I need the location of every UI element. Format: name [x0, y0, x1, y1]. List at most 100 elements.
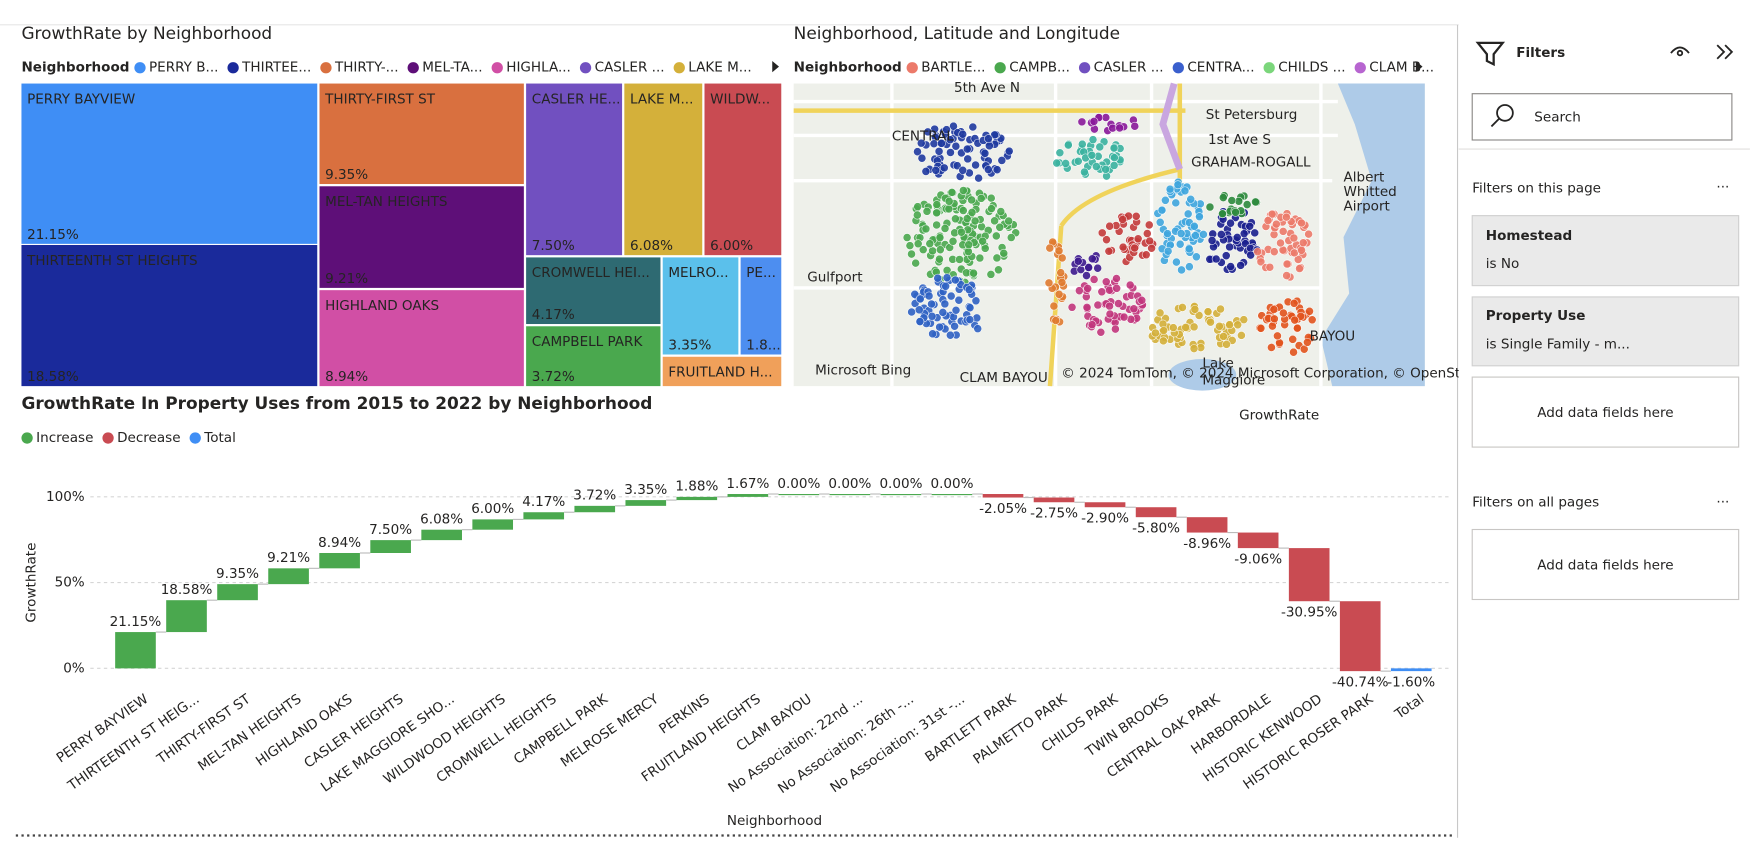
search-icon: [1496, 104, 1514, 122]
map-point: [1159, 336, 1168, 346]
map-point: [978, 236, 987, 246]
data-label: 0.00%: [879, 476, 922, 492]
legend-next[interactable]: [772, 60, 780, 73]
map[interactable]: 5th Ave N St Petersburg CENTRAL 1st Ave S GR…: [793, 80, 1560, 391]
map-point: [905, 241, 915, 250]
legend-label: CASLER ...: [595, 60, 665, 76]
map-point: [987, 204, 996, 213]
tile-value: 3.35%: [668, 337, 711, 353]
map-point: [1268, 321, 1277, 331]
waterfall-bar: [1084, 502, 1126, 508]
map-point: [1195, 212, 1204, 221]
map-point: [1250, 228, 1260, 238]
map-point: [1273, 331, 1282, 341]
data-label: 1.67%: [726, 476, 769, 492]
legend-next[interactable]: [1415, 60, 1423, 73]
map-point: [991, 231, 1001, 241]
waterfall-bar: [727, 494, 769, 497]
map-point: [1216, 230, 1226, 239]
map-point: [1271, 219, 1281, 229]
legend-label: MEL-TA...: [422, 60, 482, 76]
map-point: [958, 165, 968, 175]
legend-marker: [227, 62, 239, 74]
map-point: [911, 258, 921, 268]
map-point: [1051, 316, 1061, 325]
map-point: [950, 321, 959, 331]
map-point: [990, 216, 999, 226]
search-box[interactable]: [1471, 93, 1733, 141]
map-point: [1111, 324, 1120, 334]
treemap-tile: [740, 257, 782, 355]
filter-card[interactable]: [1471, 215, 1740, 287]
map-point: [1267, 343, 1276, 352]
map-point: [1056, 268, 1066, 278]
water: [1320, 83, 1425, 387]
map-point: [922, 206, 932, 216]
map-point: [974, 173, 983, 183]
map-point: [1289, 233, 1299, 243]
map-point: [1089, 117, 1099, 126]
map-point: [1289, 347, 1298, 357]
tile-label: MEL-TAN HEIGHTS: [325, 194, 447, 210]
data-label: 4.17%: [522, 494, 565, 510]
map-label: © 2024 TomTom, © 2024 Microsoft Corporat…: [1061, 366, 1560, 382]
map-point: [934, 146, 944, 156]
map-point: [1207, 236, 1217, 245]
add-field-well[interactable]: [1471, 376, 1740, 448]
data-label: 8.94%: [318, 535, 361, 551]
treemap-title: GrowthRate by Neighborhood: [21, 23, 272, 43]
legend-label: CAMPB...: [1009, 60, 1070, 76]
y-axis-title: GrowthRate: [24, 543, 40, 623]
tile-label: LAKE M...: [630, 91, 693, 107]
filter-card[interactable]: [1471, 296, 1740, 367]
legend-label: CLAM B...: [1369, 60, 1434, 76]
map-point: [1246, 250, 1256, 260]
map-point: [984, 134, 993, 144]
more-options[interactable]: ···: [1716, 494, 1729, 510]
visibility-icon[interactable]: [1670, 46, 1690, 57]
map-point: [1203, 307, 1213, 316]
tile-value: 1.8...: [746, 337, 780, 353]
map-point: [1089, 275, 1099, 284]
more-options[interactable]: ···: [1716, 179, 1729, 195]
map-label: 1st Ave S: [1208, 132, 1271, 148]
search-icon: [1490, 117, 1500, 128]
add-field-text: Add data fields here: [1537, 558, 1673, 574]
map-point: [1006, 233, 1016, 242]
map-point: [1052, 158, 1062, 168]
map-point: [1125, 280, 1135, 290]
map-point: [1269, 247, 1279, 257]
add-field-well[interactable]: [1471, 528, 1740, 601]
map-point: [1093, 263, 1103, 273]
tile-label: CROMWELL HEI...: [532, 265, 650, 281]
map-point: [955, 255, 964, 264]
map-point: [1180, 186, 1190, 196]
legend-marker: [1172, 62, 1184, 74]
map-point: [1073, 156, 1083, 166]
map-point: [923, 127, 933, 137]
waterfall-bar: [574, 505, 616, 513]
data-label: -30.95%: [1281, 605, 1338, 621]
map-point: [999, 248, 1009, 258]
map-point: [1178, 303, 1187, 312]
map-point: [1097, 228, 1107, 238]
map-point: [992, 165, 1002, 175]
tile-label: CAMPBELL PARK: [532, 334, 644, 350]
map-point: [1282, 271, 1291, 280]
map-point: [969, 268, 978, 278]
waterfall-bar: [625, 500, 667, 506]
map-point: [913, 147, 922, 157]
map-point: [1077, 117, 1087, 127]
map-point: [1155, 308, 1165, 318]
map-point: [1155, 217, 1165, 227]
map-point: [1189, 344, 1199, 353]
map-point: [971, 160, 980, 170]
data-label: -2.90%: [1081, 511, 1129, 527]
waterfall-bar: [880, 494, 922, 496]
map-point: [967, 195, 976, 205]
map-point: [1222, 340, 1231, 349]
collapse-icon[interactable]: [1716, 44, 1734, 60]
data-label: -8.96%: [1183, 536, 1231, 552]
map-point: [964, 285, 974, 295]
map-point: [1057, 277, 1067, 287]
